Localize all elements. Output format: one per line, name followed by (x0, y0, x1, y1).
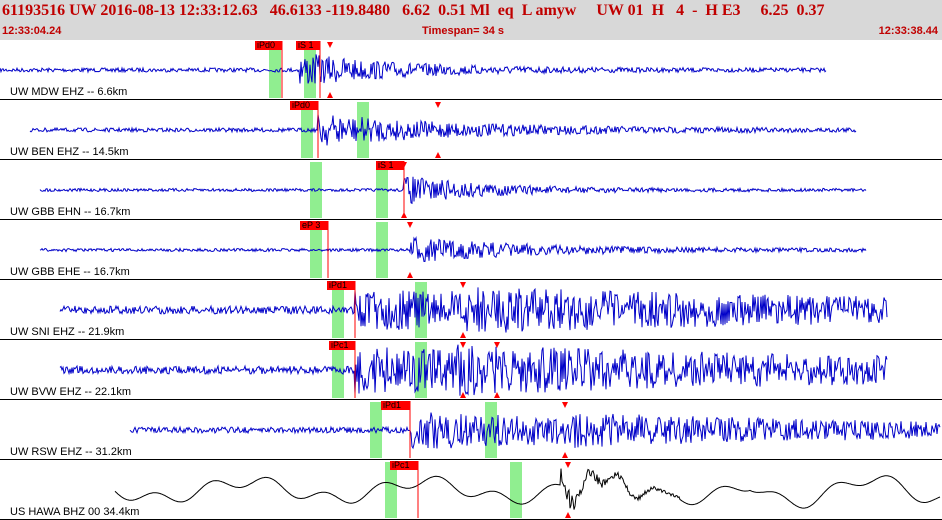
pick-window (310, 162, 322, 218)
arrival-marker-up (460, 332, 466, 338)
trace-label: UW BVW EHZ -- 22.1km (10, 386, 131, 398)
pick-window (510, 462, 522, 518)
waveform (39, 235, 867, 263)
pick-window (332, 342, 344, 398)
trace-row: iPd0 UW BEN EHZ -- 14.5km (0, 100, 942, 160)
arrival-marker-up (327, 92, 333, 98)
pick-window (376, 222, 388, 278)
trace-label: UW BEN EHZ -- 14.5km (10, 146, 129, 158)
event-header: 61193516 UW 2016-08-13 12:33:12.63 46.61… (0, 0, 942, 40)
arrival-marker-up (401, 212, 407, 218)
arrival-marker-up (435, 152, 441, 158)
arrival-marker-down (327, 42, 333, 48)
trace-row: iPc1 US HAWA BHZ 00 34.4km (0, 460, 942, 520)
trace-label: UW GBB EHN -- 16.7km (10, 206, 130, 218)
pick-window (301, 102, 313, 158)
waveform (0, 54, 827, 84)
trace-label: UW MDW EHZ -- 6.6km (10, 86, 127, 98)
arrival-marker-down (407, 222, 413, 228)
pick-flag (327, 281, 355, 290)
pick-flag (329, 341, 355, 350)
arrival-marker-up (407, 272, 413, 278)
pick-label: iPd0 (257, 40, 275, 50)
start-time: 12:33:04.24 (2, 25, 62, 37)
pick-label: eP 3 (302, 220, 320, 230)
pick-flag (390, 461, 418, 470)
pick-label: iPd1 (383, 400, 401, 410)
pick-label: iS 1 (378, 160, 394, 170)
trace-row: iPd1 UW RSW EHZ -- 31.2km (0, 400, 942, 460)
pick-label: iS 1 (298, 40, 314, 50)
pick-flag (255, 41, 282, 50)
pick-window (370, 402, 382, 458)
timespan: Timespan= 34 s (422, 25, 505, 37)
pick-window (376, 162, 388, 218)
pick-label: iPc1 (331, 340, 349, 350)
arrival-marker-down (460, 282, 466, 288)
event-summary: 61193516 UW 2016-08-13 12:33:12.63 46.61… (2, 2, 825, 19)
trace-label: UW GBB EHE -- 16.7km (10, 266, 130, 278)
pick-flag (290, 101, 318, 110)
trace-label: UW RSW EHZ -- 31.2km (10, 446, 132, 458)
waveform (59, 344, 888, 396)
pick-flag (300, 221, 328, 230)
pick-window (415, 282, 427, 338)
arrival-marker-down (494, 342, 500, 348)
waveform (129, 412, 941, 450)
trace-row: iPd0 iS 1 UW MDW EHZ -- 6.6km (0, 40, 942, 100)
trace-row: iPc1 UW BVW EHZ -- 22.1km (0, 340, 942, 400)
arrival-marker-down (562, 402, 568, 408)
waveform (59, 287, 888, 333)
end-time: 12:33:38.44 (878, 25, 938, 37)
arrival-marker-down (565, 462, 571, 468)
pick-window (269, 42, 281, 98)
pick-window (332, 282, 344, 338)
arrival-marker-down (401, 162, 407, 168)
pick-label: iPd1 (329, 280, 347, 290)
trace-label: UW SNI EHZ -- 21.9km (10, 326, 124, 338)
arrival-marker-up (494, 392, 500, 398)
trace-label: US HAWA BHZ 00 34.4km (10, 506, 139, 518)
pick-flag (376, 161, 404, 170)
pick-label: iPd0 (292, 100, 310, 110)
trace-row: iPd1 UW SNI EHZ -- 21.9km (0, 280, 942, 340)
seismogram-panel: iPd0 iS 1 UW MDW EHZ -- 6.6km iPd0 UW BEN EH… (0, 40, 942, 520)
pick-window (385, 462, 397, 518)
pick-label: iPc1 (392, 460, 410, 470)
waveform (29, 114, 857, 146)
arrival-marker-down (435, 102, 441, 108)
arrival-marker-up (460, 392, 466, 398)
arrival-marker-up (562, 452, 568, 458)
pick-flag (296, 41, 320, 50)
arrival-marker-down (460, 342, 466, 348)
waveform (39, 176, 867, 205)
trace-row: iS 1 UW GBB EHN -- 16.7km (0, 160, 942, 220)
waveform (114, 468, 941, 510)
arrival-marker-up (565, 512, 571, 518)
pick-flag (381, 401, 410, 410)
trace-row: eP 3 UW GBB EHE -- 16.7km (0, 220, 942, 280)
